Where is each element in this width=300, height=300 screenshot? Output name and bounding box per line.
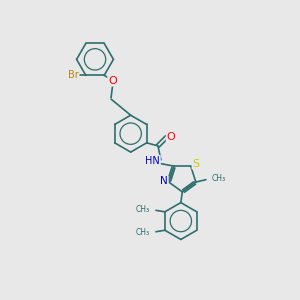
Text: HN: HN <box>145 156 160 166</box>
Text: CH₃: CH₃ <box>211 174 226 183</box>
Text: CH₃: CH₃ <box>135 205 149 214</box>
Text: N: N <box>160 176 168 187</box>
Text: Br: Br <box>68 70 79 80</box>
Text: O: O <box>108 76 117 86</box>
Text: S: S <box>193 159 200 169</box>
Text: CH₃: CH₃ <box>135 228 149 237</box>
Text: O: O <box>167 132 176 142</box>
